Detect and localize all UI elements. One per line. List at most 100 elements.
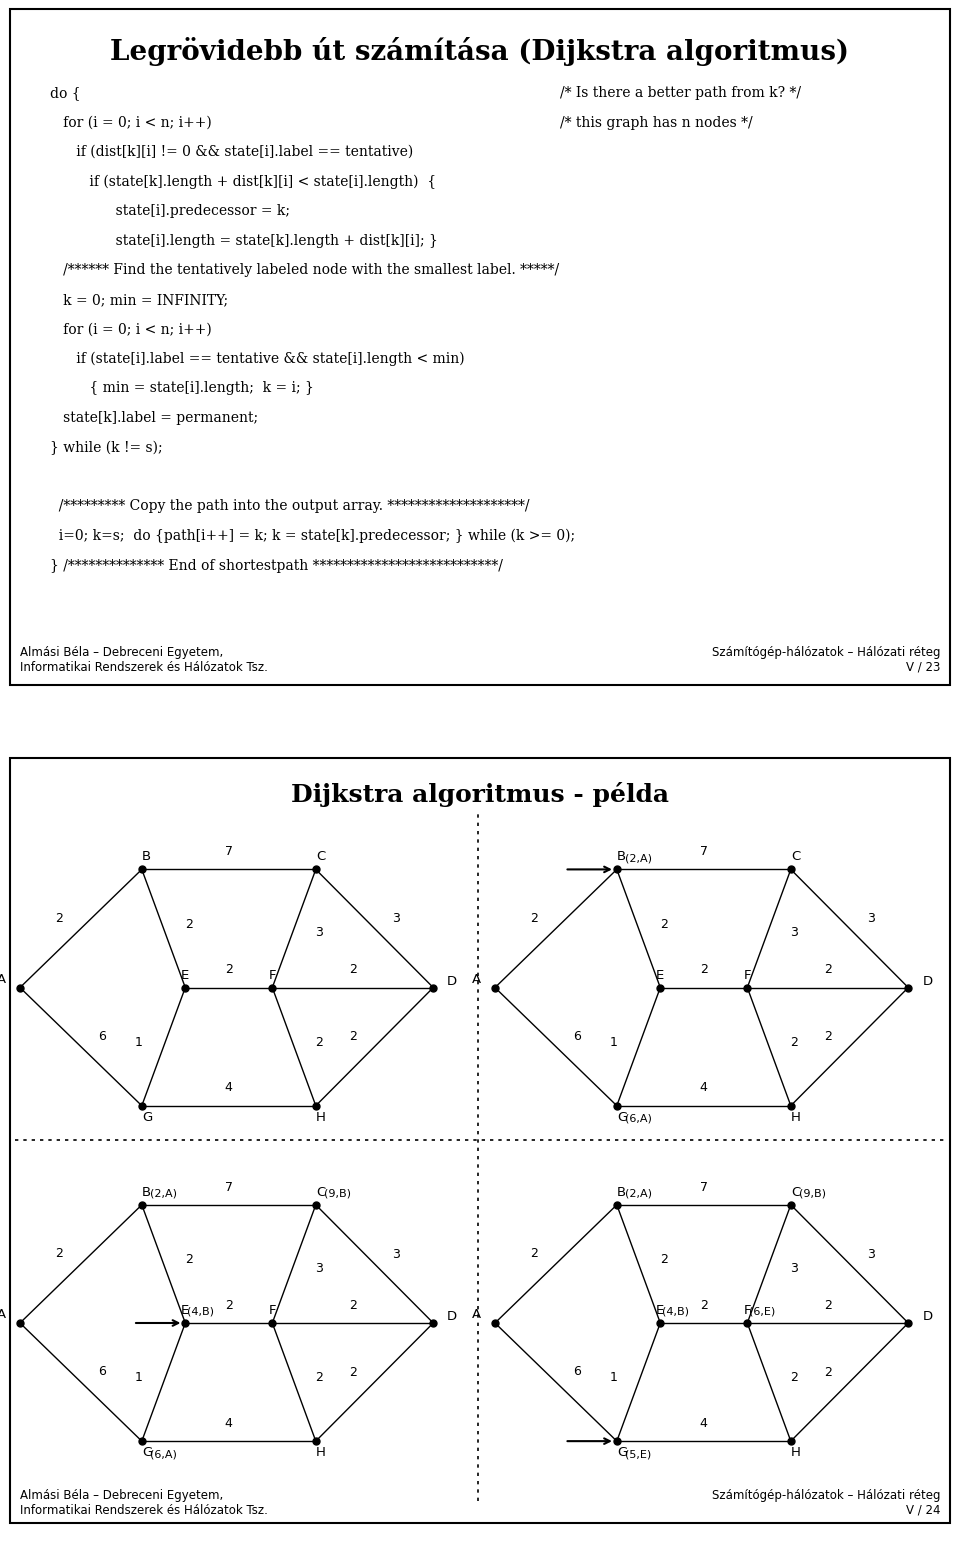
Text: C: C (791, 1186, 800, 1200)
Text: D: D (923, 975, 932, 987)
Text: 7: 7 (225, 1181, 233, 1193)
Text: G: G (616, 1111, 627, 1123)
Text: D: D (447, 975, 457, 987)
Text: B: B (616, 850, 626, 864)
Text: Legrövidebb út számítása (Dijkstra algoritmus): Legrövidebb út számítása (Dijkstra algor… (110, 37, 850, 66)
Text: Almási Béla – Debreceni Egyetem,
Informatikai Rendszerek és Hálózatok Tsz.: Almási Béla – Debreceni Egyetem, Informa… (20, 645, 268, 673)
Text: 2: 2 (56, 912, 63, 925)
Text: D: D (923, 1311, 932, 1323)
Text: /* Is there a better path from k? */: /* Is there a better path from k? */ (560, 86, 801, 100)
Text: 2: 2 (790, 1036, 799, 1048)
Text: 2: 2 (700, 964, 708, 976)
Text: Számítógép-hálózatok – Hálózati réteg
V / 23: Számítógép-hálózatok – Hálózati réteg V … (711, 645, 940, 673)
Text: C: C (316, 1186, 325, 1200)
Text: (4,B): (4,B) (662, 1307, 689, 1317)
Text: 2: 2 (531, 912, 539, 925)
Text: 7: 7 (700, 1181, 708, 1193)
Text: E: E (657, 1304, 664, 1317)
Text: E: E (181, 1304, 189, 1317)
Text: A: A (472, 973, 481, 986)
Text: 4: 4 (700, 1417, 708, 1429)
Text: G: G (142, 1446, 152, 1459)
Text: F: F (269, 1304, 276, 1317)
Text: E: E (181, 968, 189, 981)
Text: C: C (791, 850, 800, 864)
Text: (2,A): (2,A) (150, 1189, 177, 1200)
Text: state[i].length = state[k].length + dist[k][i]; }: state[i].length = state[k].length + dist… (50, 234, 438, 248)
Text: 3: 3 (316, 926, 324, 939)
Text: B: B (142, 850, 151, 864)
Text: B: B (142, 1186, 151, 1200)
Text: H: H (791, 1111, 801, 1123)
Text: state[i].predecessor = k;: state[i].predecessor = k; (50, 205, 290, 219)
Text: 2: 2 (824, 1031, 831, 1043)
Text: k = 0; min = INFINITY;: k = 0; min = INFINITY; (50, 292, 228, 306)
Text: (2,A): (2,A) (625, 853, 652, 864)
Text: /* this graph has n nodes */: /* this graph has n nodes */ (560, 116, 753, 130)
Text: 3: 3 (316, 1262, 324, 1275)
Text: 2: 2 (660, 1253, 668, 1267)
Text: H: H (316, 1111, 325, 1123)
Text: 2: 2 (316, 1371, 324, 1384)
Text: 6: 6 (573, 1029, 581, 1043)
Text: Dijkstra algoritmus - példa: Dijkstra algoritmus - példa (291, 783, 669, 808)
Text: 2: 2 (185, 918, 193, 931)
Text: if (state[k].length + dist[k][i] < state[i].length)  {: if (state[k].length + dist[k][i] < state… (50, 175, 436, 189)
Text: (4,B): (4,B) (187, 1307, 214, 1317)
Text: 4: 4 (700, 1081, 708, 1095)
Text: 1: 1 (134, 1371, 142, 1384)
Text: 2: 2 (225, 964, 232, 976)
Text: 1: 1 (610, 1371, 617, 1384)
Text: 3: 3 (393, 912, 400, 925)
Text: 2: 2 (660, 918, 668, 931)
Text: 1: 1 (134, 1036, 142, 1048)
Text: 2: 2 (531, 1246, 539, 1261)
Text: (9,B): (9,B) (324, 1189, 350, 1200)
Text: /****** Find the tentatively labeled node with the smallest label. *****/: /****** Find the tentatively labeled nod… (50, 264, 559, 278)
Text: 2: 2 (700, 1298, 708, 1312)
Text: 3: 3 (867, 912, 876, 925)
Text: (9,B): (9,B) (799, 1189, 826, 1200)
Text: 2: 2 (348, 1298, 357, 1312)
Text: 7: 7 (700, 845, 708, 858)
Text: 2: 2 (824, 1298, 831, 1312)
Text: (2,A): (2,A) (625, 1189, 652, 1200)
Text: 4: 4 (225, 1081, 232, 1095)
Text: { min = state[i].length;  k = i; }: { min = state[i].length; k = i; } (50, 381, 314, 395)
Text: A: A (0, 1307, 6, 1321)
Text: 2: 2 (185, 1253, 193, 1267)
Text: Almási Béla – Debreceni Egyetem,
Informatikai Rendszerek és Hálózatok Tsz.: Almási Béla – Debreceni Egyetem, Informa… (20, 1489, 268, 1517)
Text: 6: 6 (98, 1029, 107, 1043)
Text: do {: do { (50, 86, 81, 100)
Text: A: A (472, 1307, 481, 1321)
Text: F: F (744, 1304, 751, 1317)
Text: state[k].label = permanent;: state[k].label = permanent; (50, 411, 258, 425)
Text: G: G (142, 1111, 152, 1123)
Text: 2: 2 (316, 1036, 324, 1048)
Text: 4: 4 (225, 1417, 232, 1429)
Text: F: F (744, 968, 751, 981)
Text: (6,E): (6,E) (750, 1307, 776, 1317)
Text: (6,A): (6,A) (150, 1450, 177, 1459)
Text: /********* Copy the path into the output array. ********************/: /********* Copy the path into the output… (50, 500, 530, 514)
Text: 6: 6 (98, 1365, 107, 1378)
Text: E: E (657, 968, 664, 981)
Text: 2: 2 (824, 1365, 831, 1379)
Text: 6: 6 (573, 1365, 581, 1378)
Text: H: H (316, 1446, 325, 1459)
Text: (6,A): (6,A) (625, 1114, 652, 1123)
Text: } while (k != s);: } while (k != s); (50, 440, 162, 455)
Text: F: F (269, 968, 276, 981)
Text: 2: 2 (790, 1371, 799, 1384)
Text: 3: 3 (393, 1248, 400, 1261)
Text: B: B (616, 1186, 626, 1200)
Text: if (dist[k][i] != 0 && state[i].label == tentative): if (dist[k][i] != 0 && state[i].label ==… (50, 145, 413, 159)
Text: 2: 2 (225, 1298, 232, 1312)
Text: 2: 2 (56, 1246, 63, 1261)
Text: i=0; k=s;  do {path[i++] = k; k = state[k].predecessor; } while (k >= 0);: i=0; k=s; do {path[i++] = k; k = state[k… (50, 530, 575, 544)
Text: 3: 3 (790, 926, 799, 939)
Text: C: C (316, 850, 325, 864)
Text: if (state[i].label == tentative && state[i].length < min): if (state[i].label == tentative && state… (50, 351, 465, 366)
Text: 1: 1 (610, 1036, 617, 1048)
Text: A: A (0, 973, 6, 986)
